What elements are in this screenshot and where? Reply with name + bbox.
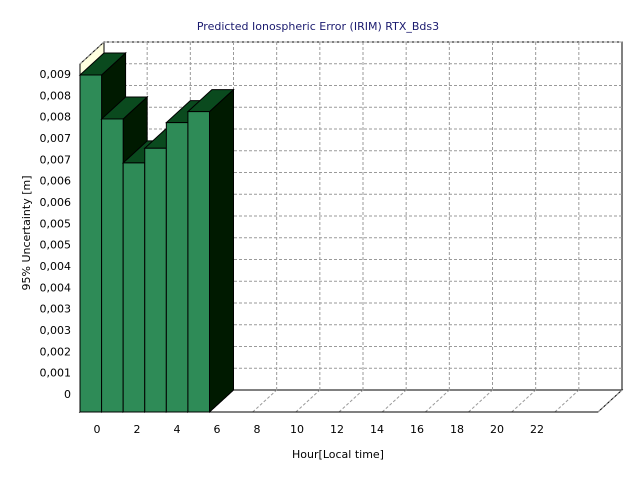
y-tick-label: 0,004: [40, 260, 72, 273]
chart-title: Predicted Ionospheric Error (IRIM) RTX_B…: [197, 20, 439, 33]
chart-bars: [78, 51, 235, 414]
y-tick-label: 0,002: [40, 345, 72, 358]
grid-line-floor: [468, 389, 493, 413]
y-tick-label: 0,005: [40, 239, 72, 252]
x-tick-label: 6: [214, 423, 221, 436]
y-tick-label: 0,004: [40, 281, 72, 294]
grid-line-floor: [295, 389, 321, 413]
x-tick-label: 0: [94, 423, 101, 436]
x-tick-label: 22: [530, 423, 544, 436]
bar-front: [101, 118, 124, 413]
y-axis-label: 95% Uncertainty [m]: [20, 175, 33, 290]
y-tick-label: 0,007: [40, 153, 72, 166]
grid-line-floor: [554, 389, 580, 413]
x-tick-label: 20: [490, 423, 504, 436]
bar-front: [187, 111, 211, 413]
x-tick-label: 2: [134, 423, 141, 436]
grid-line-floor: [381, 389, 407, 413]
x-tick-label: 18: [450, 423, 464, 436]
y-tick-label: 0,009: [40, 68, 72, 81]
bar-side: [209, 88, 234, 414]
grid-line-floor: [338, 389, 364, 413]
y-tick-label: 0,006: [40, 175, 72, 188]
x-tick-labels: 0 2 4 6 8 10 12 14 16 18 20 22: [94, 423, 545, 436]
y-tick-labels: 0 0,001 0,002 0,003 0,003 0,004 0,004 0,005 0,00…: [40, 68, 72, 401]
y-tick-label: 0,007: [40, 132, 72, 145]
bar-front: [122, 162, 146, 413]
y-tick-label: 0,006: [40, 196, 72, 209]
y-tick-label: 0,005: [40, 217, 72, 230]
y-tick-label: 0,001: [40, 367, 72, 380]
x-axis-label: Hour[Local time]: [292, 448, 384, 461]
bar-front: [165, 122, 189, 413]
bar: [186, 88, 235, 414]
bar-front: [79, 74, 103, 413]
x-tick-label: 10: [290, 423, 304, 436]
y-tick-label: 0: [64, 388, 71, 401]
x-tick-label: 12: [330, 423, 344, 436]
grid-line-floor: [252, 389, 278, 413]
grid-line-floor: [424, 389, 450, 413]
grid-line-floor: [597, 389, 623, 413]
grid-line-floor: [511, 389, 537, 413]
y-tick-label: 0,003: [40, 303, 72, 316]
grid-line-side: [79, 41, 105, 65]
y-tick-label: 0,008: [40, 89, 72, 102]
x-tick-label: 14: [370, 423, 384, 436]
x-tick-label: 4: [174, 423, 181, 436]
y-tick-label: 0,008: [40, 111, 72, 124]
x-tick-label: 16: [410, 423, 424, 436]
bar-front: [144, 147, 167, 413]
x-tick-label: 8: [254, 423, 261, 436]
y-tick-label: 0,003: [40, 324, 72, 337]
